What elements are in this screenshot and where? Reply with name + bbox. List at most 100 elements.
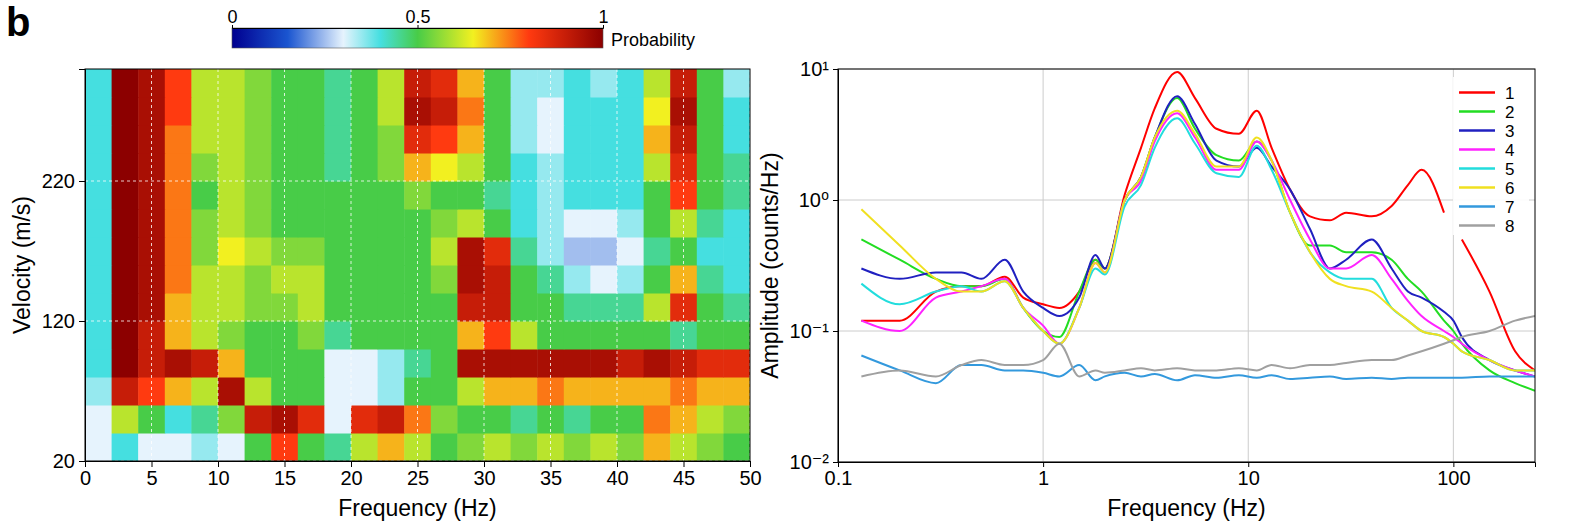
heatmap-cell	[112, 181, 139, 210]
heatmap-cell	[85, 321, 112, 350]
x-tick: 25	[407, 461, 429, 489]
heatmap-cell	[218, 237, 245, 266]
heatmap-cell	[191, 405, 218, 434]
plot-frame	[838, 69, 1535, 462]
heatmap-cell	[245, 97, 272, 126]
heatmap-cell	[378, 433, 405, 461]
x-tick-label: 1	[1038, 467, 1049, 489]
heatmap-cell	[218, 349, 245, 378]
plot-background	[838, 69, 1535, 462]
heatmap-cell	[697, 349, 724, 378]
heatmap-cell	[590, 153, 617, 182]
heatmap-cell	[697, 209, 724, 238]
heatmap-cell	[431, 405, 458, 434]
x-tick: 50	[739, 461, 761, 489]
heatmap-cell	[218, 405, 245, 434]
x-tick-mark	[484, 461, 485, 467]
heatmap-cell	[112, 293, 139, 322]
heatmap-cell	[245, 69, 272, 98]
heatmap-cell	[564, 293, 591, 322]
heatmap-cell	[564, 265, 591, 294]
heatmap-cell	[644, 265, 671, 294]
x-tick-label: 35	[540, 467, 562, 489]
x-tick-label: 10	[1238, 467, 1260, 489]
heatmap-cell	[85, 237, 112, 266]
heatmap-cell	[431, 293, 458, 322]
heatmap-cell	[298, 293, 325, 322]
heatmap-cell	[112, 349, 139, 378]
y-tick-mark	[833, 462, 838, 463]
colorbar-title: Probability	[611, 30, 695, 50]
heatmap-cell	[457, 181, 484, 210]
grid-line	[617, 69, 618, 461]
x-axis: 05101520253035404550	[80, 461, 762, 489]
legend-label: 2	[1505, 103, 1514, 122]
series-line	[861, 118, 1535, 370]
heatmap-cell	[431, 237, 458, 266]
y-tick-mark	[833, 69, 838, 70]
grid-line	[550, 69, 551, 461]
heatmap-cell	[457, 377, 484, 406]
heatmap-cell	[85, 209, 112, 238]
heatmap-cell	[324, 181, 351, 210]
x-tick-label: 40	[606, 467, 628, 489]
heatmap-cell	[351, 153, 378, 182]
heatmap-cell	[218, 433, 245, 461]
y-tick-label: 10⁻¹	[790, 320, 830, 342]
colorbar-tick: 0	[227, 7, 237, 28]
legend-label: 8	[1505, 217, 1514, 236]
heatmap-cell	[511, 377, 538, 406]
heatmap-cell	[723, 293, 750, 322]
y-axis-title: Velocity (m/s)	[9, 196, 35, 334]
x-tick-mark	[684, 461, 685, 467]
heatmap-cell	[165, 181, 192, 210]
x-tick: 10	[207, 461, 229, 489]
heatmap-cell	[165, 321, 192, 350]
heatmap-cell	[457, 69, 484, 98]
heatmap-cell	[457, 125, 484, 154]
heatmap-cell	[351, 265, 378, 294]
x-axis-title: Frequency (Hz)	[1107, 495, 1265, 521]
series-line	[861, 316, 1535, 376]
y-axis-line	[79, 70, 86, 462]
heatmap-cell	[298, 181, 325, 210]
heatmap-cell	[245, 265, 272, 294]
heatmap-cell	[617, 181, 644, 210]
heatmap-cell	[165, 69, 192, 98]
heatmap-cell	[165, 265, 192, 294]
grid-line	[417, 69, 418, 461]
grid-line	[1043, 69, 1044, 462]
heatmap-cell	[511, 293, 538, 322]
grid-line	[838, 331, 1535, 332]
x-tick-label: 30	[473, 467, 495, 489]
x-tick: 20	[340, 461, 362, 489]
heatmap-cell	[351, 321, 378, 350]
grid-line	[85, 181, 750, 182]
heatmap-cell	[431, 181, 458, 210]
heatmap-cell	[378, 97, 405, 126]
heatmap-cell	[723, 321, 750, 350]
heatmap-cell	[85, 265, 112, 294]
x-tick-label: 50	[739, 467, 761, 489]
heatmap-cell	[378, 321, 405, 350]
legend-swatch	[1459, 224, 1495, 227]
heatmap-cell	[484, 377, 511, 406]
heatmap-cell	[484, 209, 511, 238]
heatmap-cell	[644, 69, 671, 98]
legend: 12345678	[1453, 77, 1529, 236]
heatmap-cell	[511, 209, 538, 238]
heatmap-cell	[431, 125, 458, 154]
heatmap-cell	[431, 265, 458, 294]
series-line	[861, 111, 1535, 371]
heatmap-cell	[617, 405, 644, 434]
heatmap-cell	[245, 181, 272, 210]
heatmap-cell	[191, 377, 218, 406]
heatmap-cell	[564, 209, 591, 238]
y-tick-mark	[79, 461, 85, 462]
heatmap-cell	[191, 265, 218, 294]
grid-line	[1248, 69, 1249, 462]
heatmap-cell	[511, 237, 538, 266]
x-axis-line	[839, 463, 1536, 468]
heatmap-cell	[697, 97, 724, 126]
heatmap-cell	[351, 125, 378, 154]
